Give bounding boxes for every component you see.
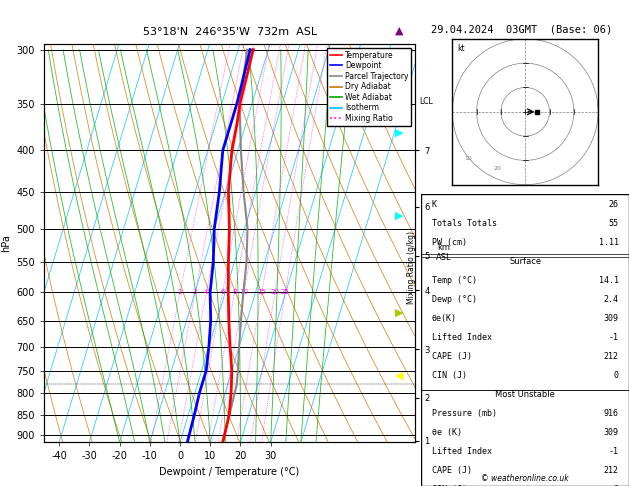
Text: 0: 0 bbox=[614, 371, 619, 380]
Text: 212: 212 bbox=[604, 466, 619, 475]
Text: ▶: ▶ bbox=[395, 128, 404, 138]
Text: 29.04.2024  03GMT  (Base: 06): 29.04.2024 03GMT (Base: 06) bbox=[431, 24, 612, 35]
Text: Totals Totals: Totals Totals bbox=[431, 219, 497, 228]
Text: 212: 212 bbox=[604, 352, 619, 361]
Text: ▶: ▶ bbox=[395, 211, 404, 221]
Text: Surface: Surface bbox=[509, 257, 542, 266]
Bar bbox=[421, 390, 629, 486]
Text: 14.1: 14.1 bbox=[599, 276, 619, 285]
Text: 26: 26 bbox=[609, 200, 619, 209]
Text: Most Unstable: Most Unstable bbox=[495, 390, 555, 399]
Bar bbox=[421, 194, 629, 254]
Text: Mixing Ratio (g/kg): Mixing Ratio (g/kg) bbox=[408, 231, 416, 304]
Text: 1.11: 1.11 bbox=[599, 238, 619, 247]
Text: 10: 10 bbox=[464, 156, 472, 161]
Text: -1: -1 bbox=[609, 333, 619, 342]
Text: 55: 55 bbox=[609, 219, 619, 228]
Text: CAPE (J): CAPE (J) bbox=[431, 466, 472, 475]
Text: K: K bbox=[431, 200, 437, 209]
Text: Temp (°C): Temp (°C) bbox=[431, 276, 477, 285]
Text: 916: 916 bbox=[604, 409, 619, 418]
Text: 20: 20 bbox=[270, 290, 279, 295]
Text: 4: 4 bbox=[204, 290, 208, 295]
Text: 15: 15 bbox=[257, 290, 266, 295]
Text: 10: 10 bbox=[240, 290, 248, 295]
Bar bbox=[421, 257, 629, 390]
Text: Pressure (mb): Pressure (mb) bbox=[431, 409, 497, 418]
Text: θe (K): θe (K) bbox=[431, 428, 462, 437]
Text: 3: 3 bbox=[193, 290, 198, 295]
Text: θe(K): θe(K) bbox=[431, 314, 457, 323]
Text: 25: 25 bbox=[281, 290, 289, 295]
Text: PW (cm): PW (cm) bbox=[431, 238, 467, 247]
Text: 20: 20 bbox=[494, 166, 501, 171]
Text: 2.4: 2.4 bbox=[604, 295, 619, 304]
Text: ▶: ▶ bbox=[395, 308, 404, 318]
Text: CAPE (J): CAPE (J) bbox=[431, 352, 472, 361]
Text: 309: 309 bbox=[604, 314, 619, 323]
Text: © weatheronline.co.uk: © weatheronline.co.uk bbox=[481, 474, 569, 483]
Text: 2: 2 bbox=[178, 290, 182, 295]
Text: ▲: ▲ bbox=[395, 26, 404, 36]
Y-axis label: km
ASL: km ASL bbox=[436, 243, 451, 262]
Text: 8: 8 bbox=[232, 290, 237, 295]
X-axis label: Dewpoint / Temperature (°C): Dewpoint / Temperature (°C) bbox=[160, 467, 299, 477]
Text: 0: 0 bbox=[614, 485, 619, 486]
Text: ◀: ◀ bbox=[395, 371, 404, 381]
Text: Lifted Index: Lifted Index bbox=[431, 447, 492, 456]
Legend: Temperature, Dewpoint, Parcel Trajectory, Dry Adiabat, Wet Adiabat, Isotherm, Mi: Temperature, Dewpoint, Parcel Trajectory… bbox=[327, 48, 411, 126]
Text: CIN (J): CIN (J) bbox=[431, 371, 467, 380]
Text: Dewp (°C): Dewp (°C) bbox=[431, 295, 477, 304]
Text: 309: 309 bbox=[604, 428, 619, 437]
Text: Lifted Index: Lifted Index bbox=[431, 333, 492, 342]
Text: LCL: LCL bbox=[419, 97, 433, 106]
Text: 6: 6 bbox=[220, 290, 225, 295]
Title: 53°18'N  246°35'W  732m  ASL: 53°18'N 246°35'W 732m ASL bbox=[143, 27, 316, 37]
Y-axis label: hPa: hPa bbox=[1, 234, 11, 252]
Text: kt: kt bbox=[457, 44, 465, 53]
Text: -1: -1 bbox=[609, 447, 619, 456]
Text: CIN (J): CIN (J) bbox=[431, 485, 467, 486]
